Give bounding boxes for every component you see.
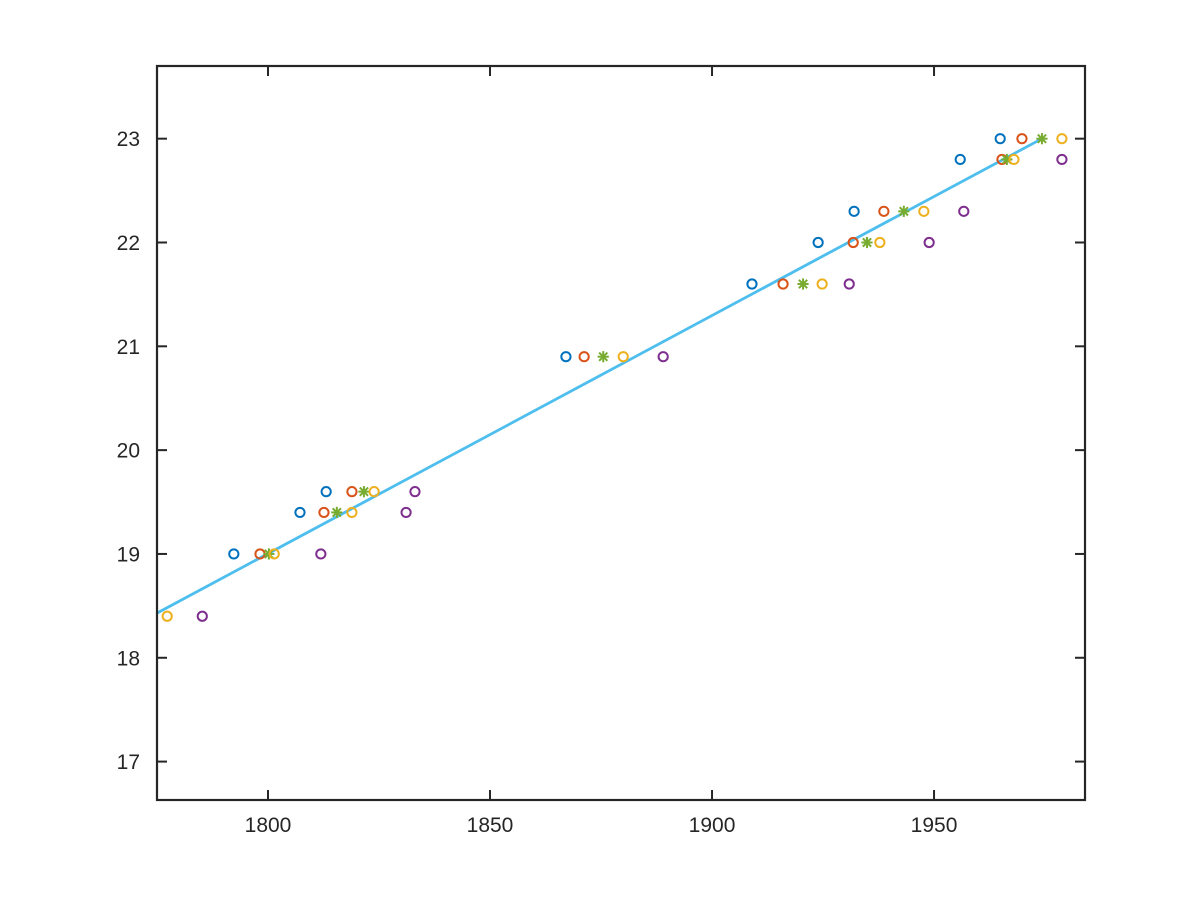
y-tick-label: 19 [117,543,140,566]
data-point-asterisk [597,351,609,363]
linear-fit-line [157,137,1043,615]
data-point-circle [746,278,758,290]
x-tick-label: 1800 [245,814,292,837]
data-point-circle [409,486,421,498]
data-point-asterisk [797,278,809,290]
data-point-circle [812,236,824,249]
x-axis: 1800 1850 1900 1950 [245,66,958,837]
data-point-circle [1056,153,1068,166]
data-point-circle [847,236,859,249]
y-tick-label: 18 [117,647,140,670]
data-point-circle [560,351,572,363]
data-point-asterisk [358,486,370,498]
data-point-asterisk [1036,133,1048,145]
axes-box [155,64,1087,802]
data-point-circle [1056,133,1068,145]
data-point-asterisk [861,236,873,249]
data-point-circle [777,278,789,290]
y-tick-label: 21 [117,336,140,359]
data-point-circle [918,205,930,217]
x-tick-label: 1950 [911,814,958,837]
y-tick-label: 23 [117,128,140,151]
data-point-circle [617,351,629,363]
data-point-circle [874,236,886,249]
data-point-asterisk [331,506,343,519]
data-point-circle [315,548,327,560]
data-point-circle [368,486,380,498]
data-point-circle [578,351,590,363]
x-tick-label: 1900 [689,814,736,837]
scatter-series-dataset-5 [196,153,1068,622]
data-point-asterisk [898,205,910,217]
data-point-circle [843,278,855,290]
data-point-circle [196,610,208,622]
y-tick-label: 20 [117,440,140,463]
data-point-circle [228,548,240,560]
data-point-circle [657,351,669,363]
data-point-circle [161,610,173,622]
data-point-circle [294,506,306,519]
data-point-circle [816,278,828,290]
data-point-circle [1016,133,1028,145]
data-point-circle [954,153,966,166]
data-point-circle [923,236,935,249]
data-point-circle [320,486,332,498]
scatter-series-dataset-4 [161,133,1068,622]
y-axis: 17 18 19 20 21 22 23 [117,128,1085,774]
x-tick-label: 1850 [467,814,514,837]
data-point-circle [994,133,1006,145]
data-point-circle [958,205,970,217]
y-tick-label: 17 [117,751,140,774]
data-point-circle [848,205,860,217]
scatter-series-dataset-1 [228,133,1006,560]
y-tick-label: 22 [117,232,140,255]
data-point-circle [400,506,412,519]
data-point-circle [268,548,280,560]
plot-area [157,133,1068,622]
data-point-circle [318,506,330,519]
data-point-circle [878,205,890,217]
data-point-circle [1008,153,1020,166]
data-point-circle [346,486,358,498]
data-point-circle [346,506,358,519]
